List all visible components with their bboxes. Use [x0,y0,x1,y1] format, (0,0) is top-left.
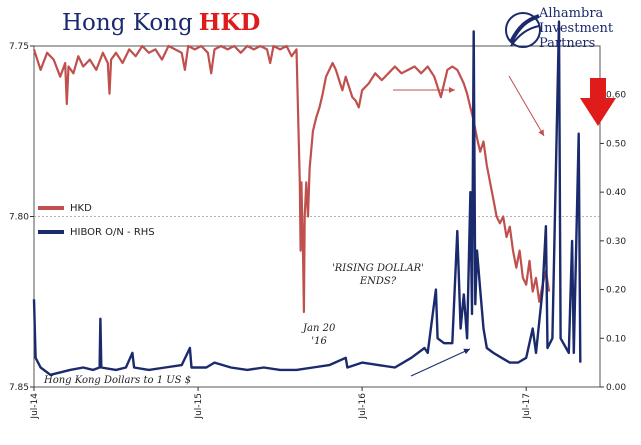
x-tick-label: Jul-17 [522,393,532,420]
legend-label-hkd: HKD [70,202,92,214]
right-tick-label: 0.10 [606,334,626,344]
logo-mark-icon [505,12,541,48]
title-accent: HKD [198,9,261,36]
left-tick-label: 7.75 [9,42,29,52]
x-tick-label: Jul-15 [194,393,204,420]
legend-label-hibor: HIBOR O/N - RHS [70,226,155,238]
right-tick-label: 0.60 [606,91,626,101]
annotation-units: Hong Kong Dollars to 1 US $ [44,375,192,386]
annotation-jan20: Jan 20 '16 [303,322,335,348]
left-tick-label: 7.80 [9,213,29,223]
logo-line-3: Partners [539,36,596,51]
annotation-arrows [393,75,616,377]
x-tick-label: Jul-14 [30,393,40,420]
arrow-decline [508,75,545,137]
annotation-rising-dollar-line-1: 'RISING DOLLAR' [332,263,424,274]
annotation-jan20-line-2: '16 [311,336,327,347]
series-line-hkd [32,44,551,314]
series-hibor [32,20,582,376]
logo: Alhambra Investment Partners [505,6,637,54]
legend: HKD HIBOR O/N - RHS [38,196,155,244]
logo-line-2: Investment [539,21,614,36]
series-line-hibor [32,20,582,376]
annotation-rising-dollar-line-2: ENDS? [359,276,397,287]
logo-text: Alhambra Investment Partners [539,6,613,51]
chart-title: Hong Kong HKD [62,9,261,37]
big-down-arrow-icon [580,78,616,126]
legend-swatch-hkd [38,206,64,210]
right-tick-label: 0.00 [606,383,626,393]
legend-item-hkd: HKD [38,196,155,220]
legend-swatch-hibor [38,230,64,234]
left-tick-label: 7.85 [9,383,29,393]
right-tick-label: 0.40 [606,188,626,198]
axes: 7.75 7.80 7.85 0.00 0.10 0.20 0.30 0.40 0.50 0.60… [9,42,626,420]
right-tick-label: 0.30 [606,237,626,247]
annotation-jan20-line-1: Jan 20 [303,323,336,334]
right-tick-label: 0.50 [606,139,626,149]
annotation-rising-dollar: 'RISING DOLLAR' ENDS? [332,262,424,288]
title-main: Hong Kong [62,10,193,36]
arrow-hibor-rise [410,348,471,377]
series-hkd [32,44,551,314]
right-tick-label: 0.20 [606,286,626,296]
legend-item-hibor: HIBOR O/N - RHS [38,220,155,244]
logo-line-1: Alhambra [539,6,604,21]
x-tick-label: Jul-16 [358,393,368,420]
